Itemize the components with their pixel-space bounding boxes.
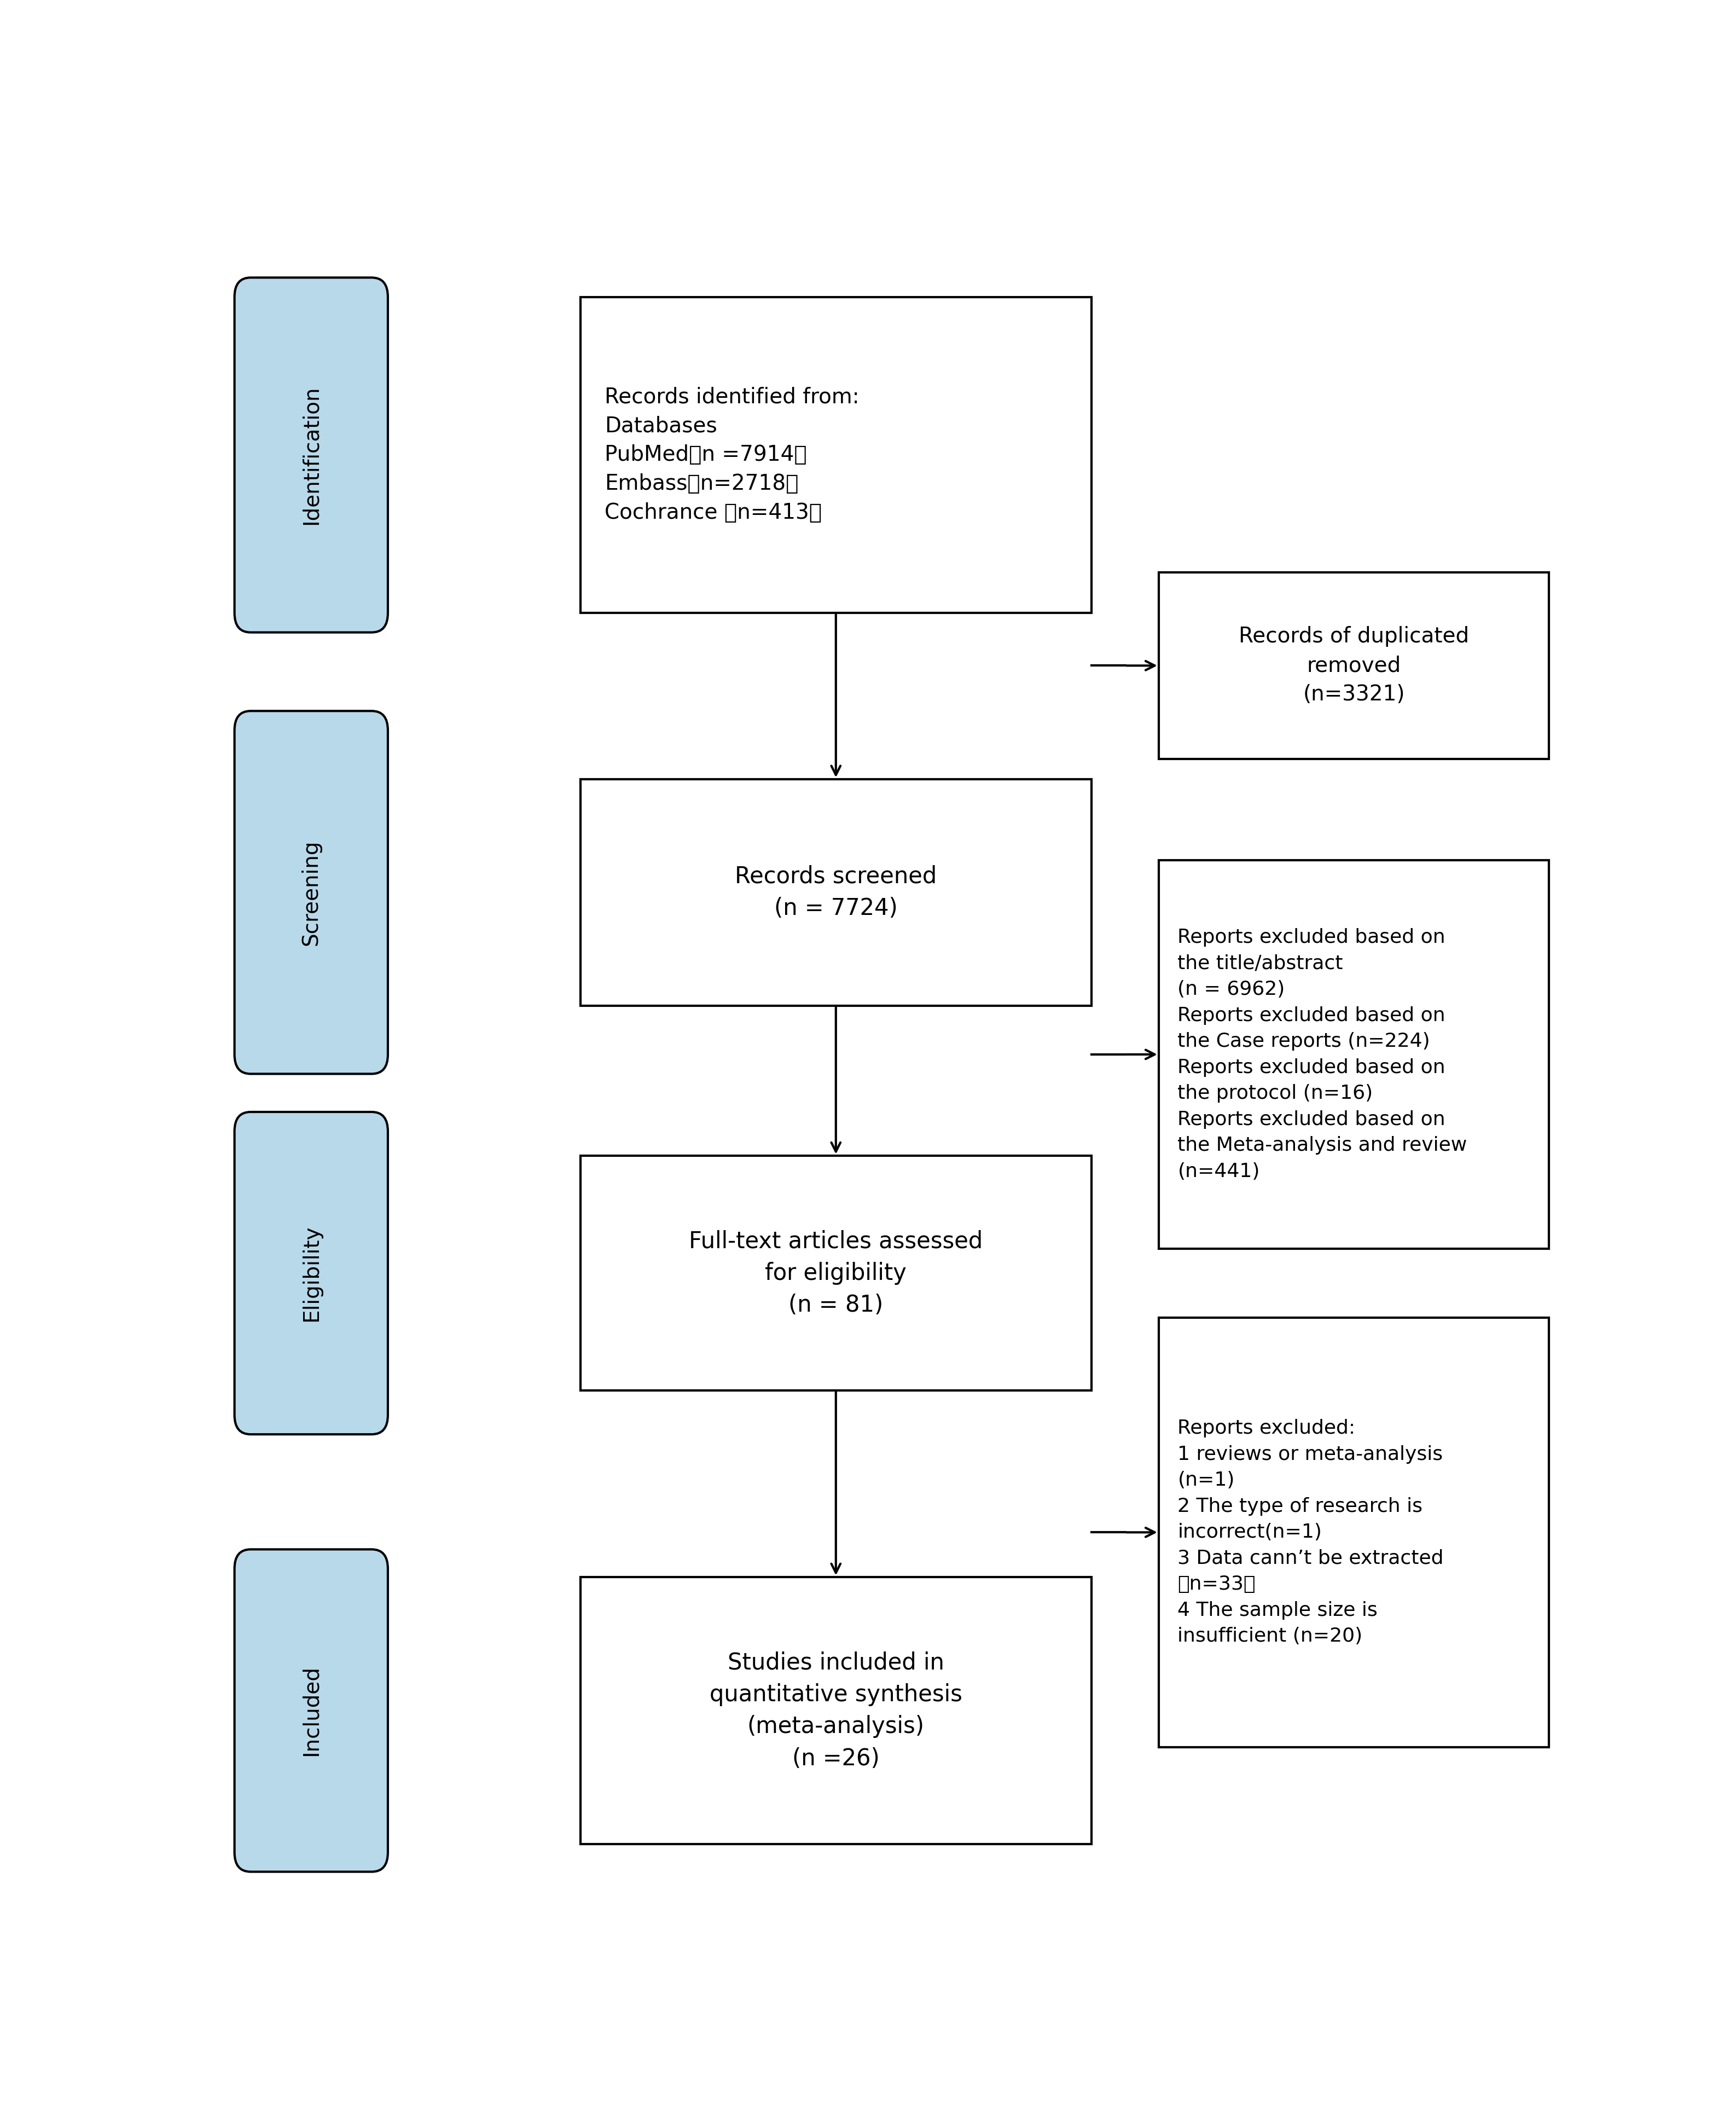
Text: Records of duplicated
removed
(n=3321): Records of duplicated removed (n=3321): [1240, 627, 1469, 705]
FancyBboxPatch shape: [1160, 572, 1549, 760]
FancyBboxPatch shape: [1160, 1317, 1549, 1746]
FancyBboxPatch shape: [234, 1111, 387, 1435]
FancyBboxPatch shape: [580, 297, 1092, 612]
Text: Reports excluded based on
the title/abstract
(n = 6962)
Reports excluded based o: Reports excluded based on the title/abst…: [1177, 928, 1467, 1180]
Text: Reports excluded:
1 reviews or meta-analysis
(n=1)
2 The type of research is
inc: Reports excluded: 1 reviews or meta-anal…: [1177, 1418, 1444, 1645]
Text: Records screened
(n = 7724): Records screened (n = 7724): [734, 865, 937, 919]
Text: Screening: Screening: [300, 839, 321, 945]
Text: Full-text articles assessed
for eligibility
(n = 81): Full-text articles assessed for eligibil…: [689, 1229, 983, 1317]
Text: Identification: Identification: [300, 385, 321, 524]
FancyBboxPatch shape: [234, 711, 387, 1073]
Text: Eligibility: Eligibility: [300, 1225, 321, 1321]
Text: Included: Included: [300, 1664, 321, 1757]
FancyBboxPatch shape: [1160, 861, 1549, 1250]
FancyBboxPatch shape: [580, 1576, 1092, 1845]
FancyBboxPatch shape: [234, 278, 387, 633]
Text: Studies included in
quantitative synthesis
(meta-analysis)
(n =26): Studies included in quantitative synthes…: [710, 1652, 962, 1769]
FancyBboxPatch shape: [580, 1155, 1092, 1391]
FancyBboxPatch shape: [580, 778, 1092, 1006]
FancyBboxPatch shape: [234, 1549, 387, 1873]
Text: Records identified from:
Databases
PubMed（n =7914）
Embass（n=2718）
Cochrance （n=4: Records identified from: Databases PubMe…: [604, 387, 859, 524]
